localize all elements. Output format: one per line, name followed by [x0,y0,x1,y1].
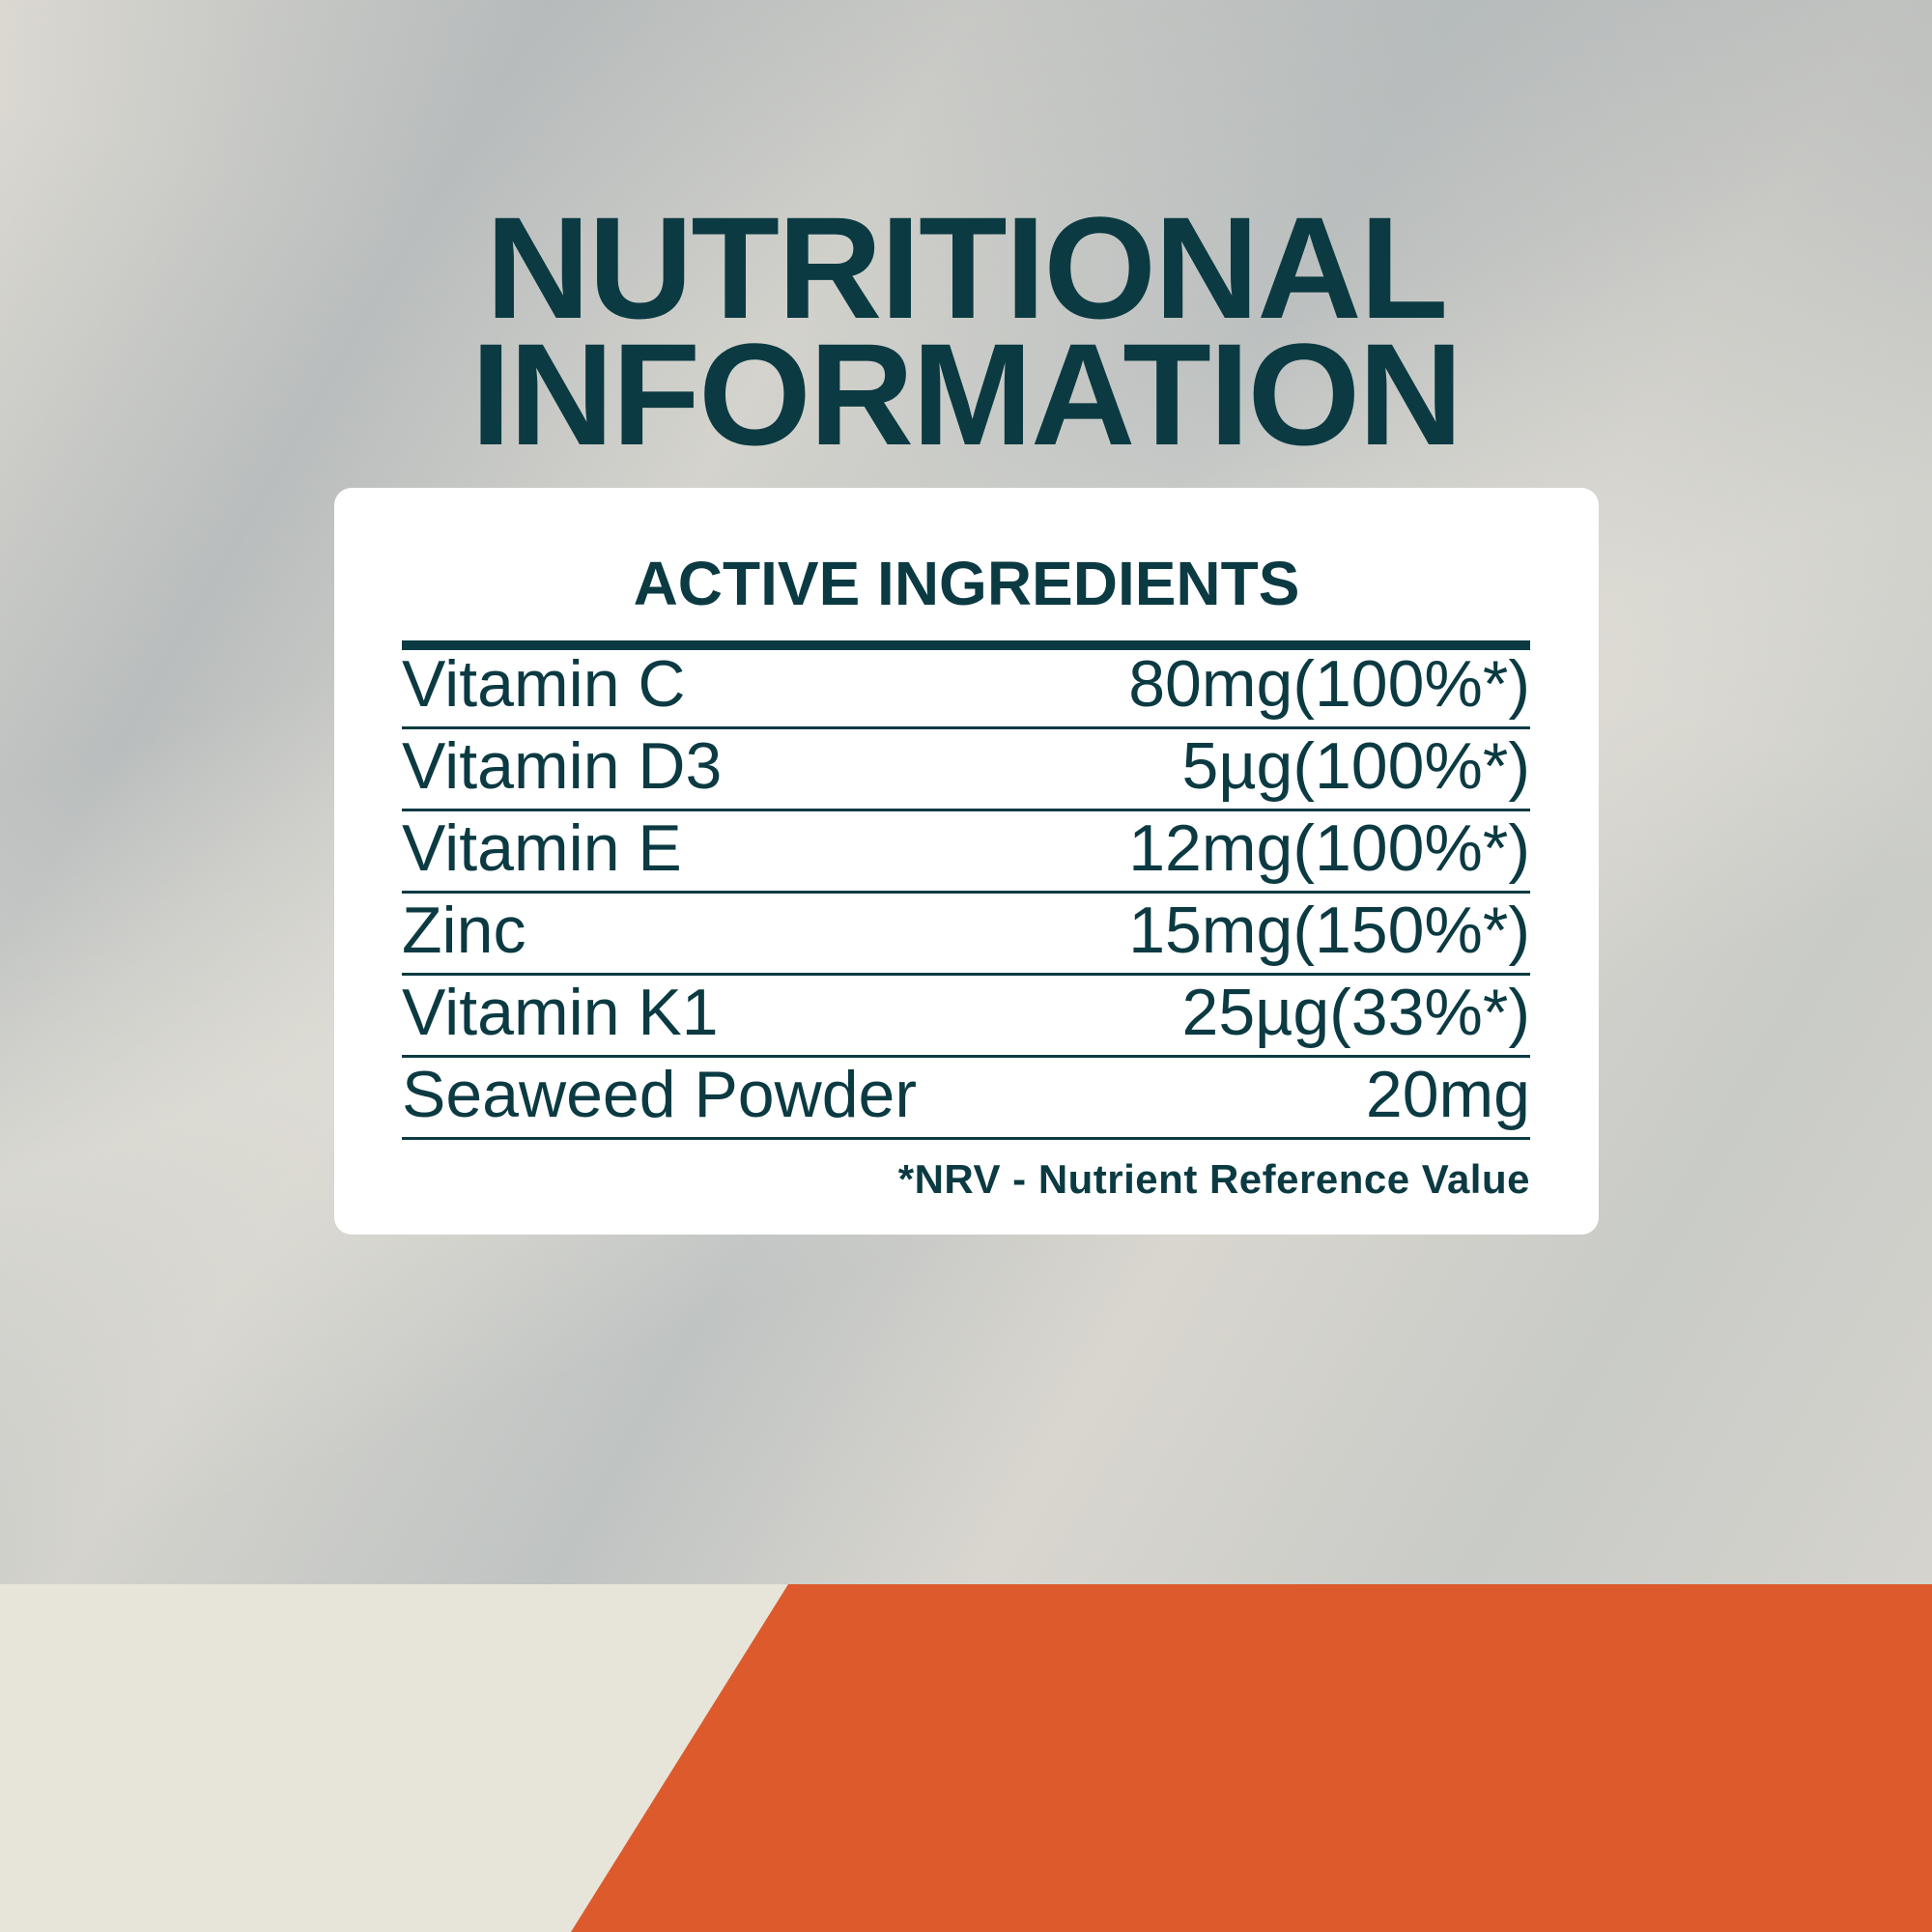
ingredient-name: Vitamin K1 [402,976,719,1049]
ingredient-row: Vitamin K1 25µg(33%*) [402,976,1530,1058]
page-title-line2: INFORMATION [470,313,1463,475]
ingredient-name: Zinc [402,894,526,967]
ingredient-row: Zinc 15mg(150%*) [402,894,1530,976]
ingredient-value: 20mg [1365,1058,1530,1131]
ingredient-row: Vitamin C 80mg(100%*) [402,647,1530,729]
ingredient-row: Vitamin D3 5µg(100%*) [402,729,1530,811]
ingredient-value: 25µg(33%*) [1181,976,1531,1049]
ingredient-row: Vitamin E 12mg(100%*) [402,811,1530,894]
ingredient-value: 15mg(150%*) [1128,894,1530,967]
ingredient-name: Vitamin C [402,647,686,721]
heading-divider [402,640,1530,650]
page-title-line1: NUTRITIONAL [485,186,1449,349]
ingredient-name: Seaweed Powder [402,1058,918,1131]
ingredient-value: 12mg(100%*) [1128,811,1530,885]
ingredient-name: Vitamin E [402,811,682,885]
card-heading: ACTIVE INGREDIENTS [633,549,1300,618]
orange-shape [571,1584,1932,1932]
ingredient-value: 5µg(100%*) [1181,729,1531,803]
ingredient-name: Vitamin D3 [402,729,723,803]
orange-parallelogram [571,1584,1932,1932]
bottom-band [0,1584,1932,1932]
ingredients-card [334,488,1599,1235]
ingredient-row: Seaweed Powder 20mg [402,1058,1530,1140]
nrv-footnote: *NRV - Nutrient Reference Value [897,1156,1530,1202]
ingredient-value: 80mg(100%*) [1128,647,1530,721]
